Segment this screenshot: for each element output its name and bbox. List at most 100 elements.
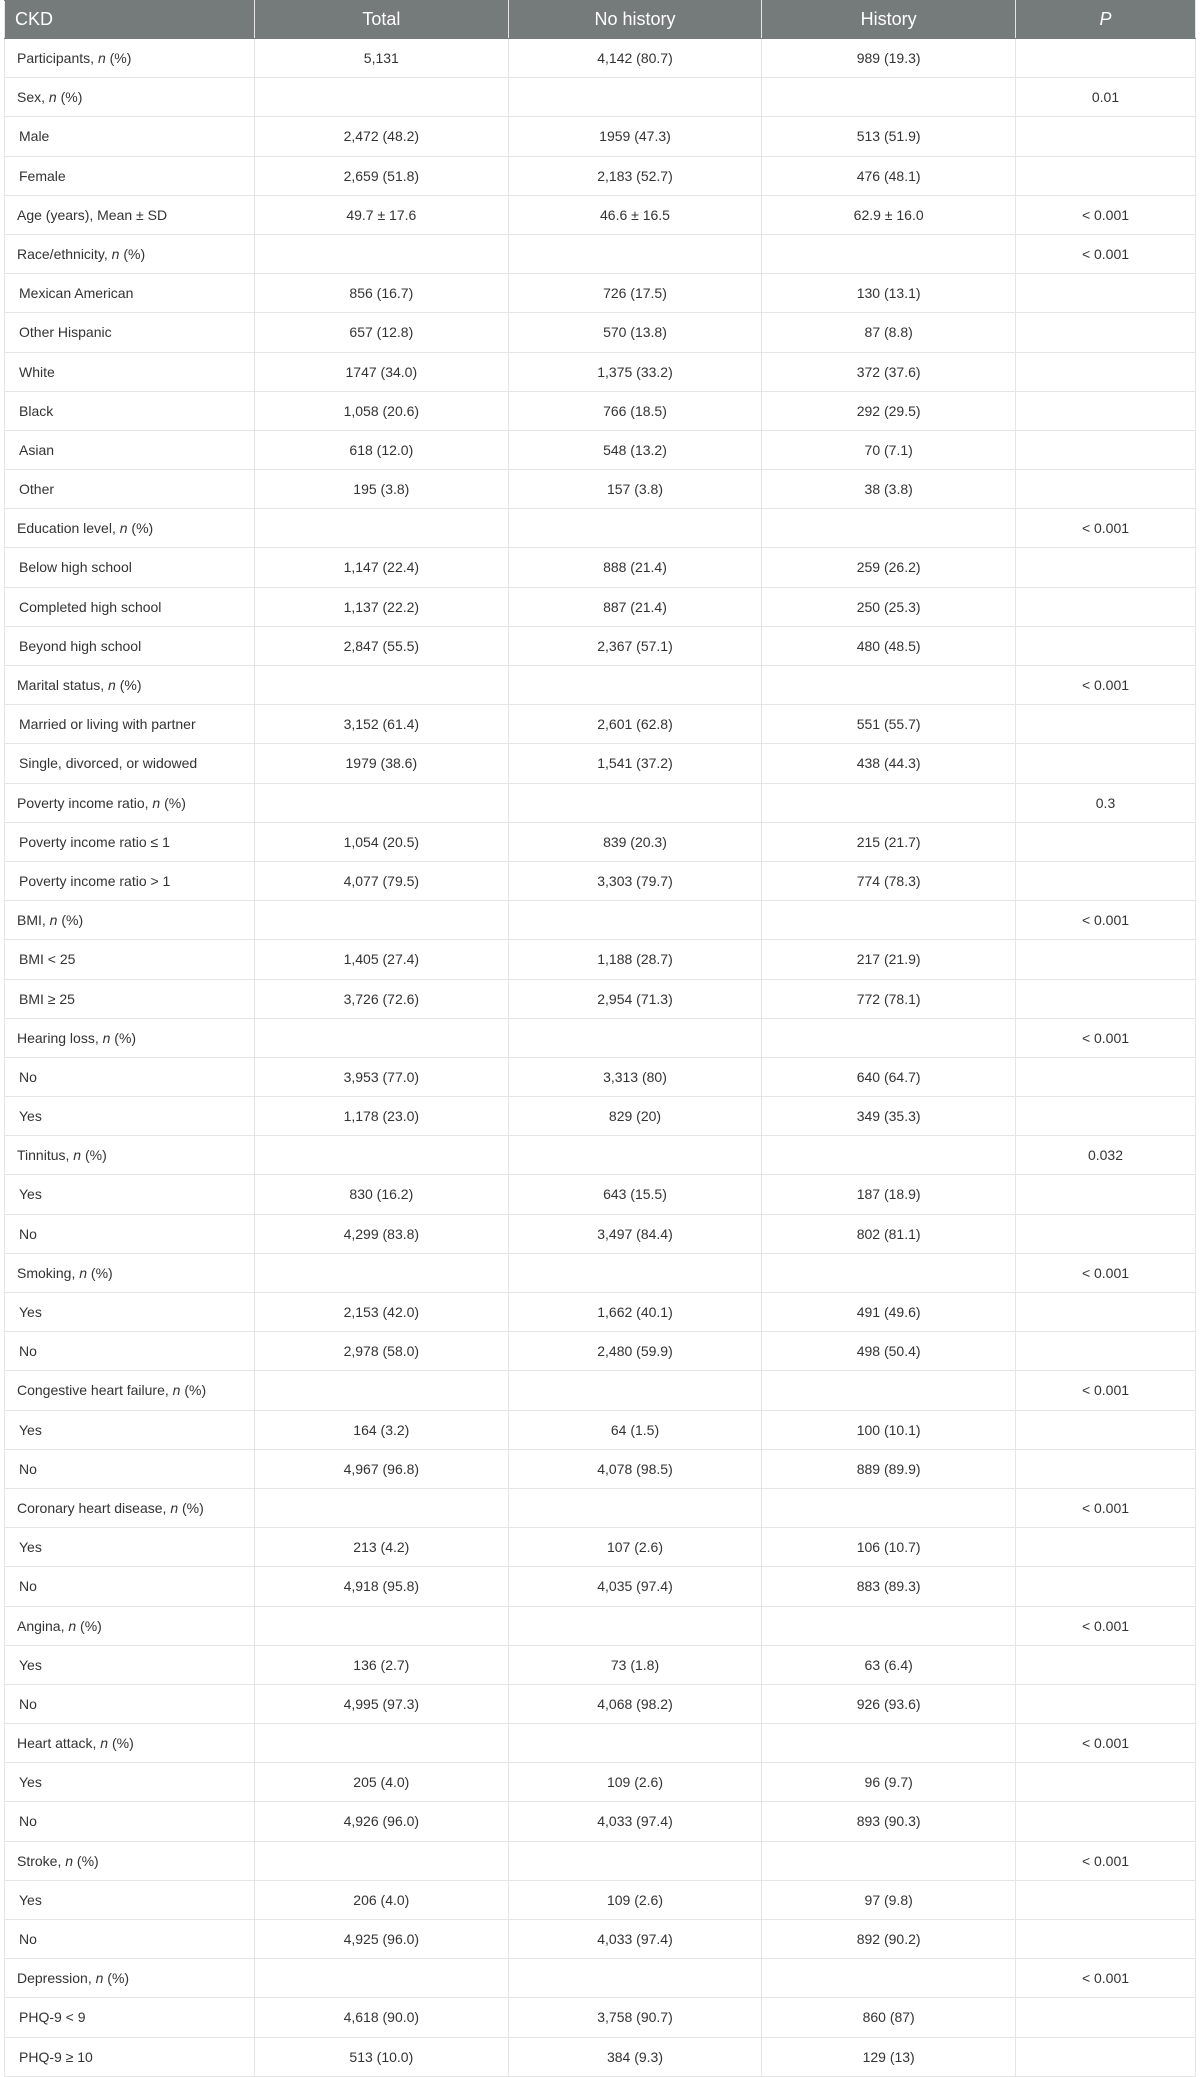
row-total: 136 (2.7) <box>255 1645 509 1684</box>
row-label: Sex, n (%) <box>5 78 255 117</box>
row-p-value <box>1016 274 1196 313</box>
row-history: 292 (29.5) <box>762 391 1016 430</box>
row-label: Angina, n (%) <box>5 1606 255 1645</box>
row-history: 97 (9.8) <box>762 1880 1016 1919</box>
row-no-history <box>508 1841 762 1880</box>
row-p-value: < 0.001 <box>1016 195 1196 234</box>
row-p-value <box>1016 940 1196 979</box>
row-p-value <box>1016 1293 1196 1332</box>
row-total: 513 (10.0) <box>255 2037 509 2076</box>
row-no-history: 46.6 ± 16.5 <box>508 195 762 234</box>
row-total: 2,847 (55.5) <box>255 626 509 665</box>
table-row: Poverty income ratio, n (%)0.3 <box>5 783 1196 822</box>
row-label: Completed high school <box>5 587 255 626</box>
row-p-value <box>1016 1332 1196 1371</box>
table-row: Race/ethnicity, n (%)< 0.001 <box>5 234 1196 273</box>
row-history <box>762 234 1016 273</box>
row-no-history <box>508 78 762 117</box>
row-history <box>762 78 1016 117</box>
row-label: Stroke, n (%) <box>5 1841 255 1880</box>
table-row: BMI, n (%)< 0.001 <box>5 901 1196 940</box>
row-p-value: < 0.001 <box>1016 1018 1196 1057</box>
row-no-history: 1,662 (40.1) <box>508 1293 762 1332</box>
row-total: 4,077 (79.5) <box>255 861 509 900</box>
row-total: 1747 (34.0) <box>255 352 509 391</box>
row-label: No <box>5 1802 255 1841</box>
row-no-history: 2,480 (59.9) <box>508 1332 762 1371</box>
row-label: Heart attack, n (%) <box>5 1724 255 1763</box>
row-no-history: 3,758 (90.7) <box>508 1998 762 2037</box>
row-no-history: 4,142 (80.7) <box>508 39 762 78</box>
row-total: 5,131 <box>255 39 509 78</box>
row-total: 1,058 (20.6) <box>255 391 509 430</box>
row-no-history <box>508 1136 762 1175</box>
row-p-value <box>1016 822 1196 861</box>
row-label: Poverty income ratio, n (%) <box>5 783 255 822</box>
row-total <box>255 1959 509 1998</box>
row-no-history: 4,033 (97.4) <box>508 1802 762 1841</box>
row-p-value <box>1016 117 1196 156</box>
row-history <box>762 1018 1016 1057</box>
row-no-history: 384 (9.3) <box>508 2037 762 2076</box>
row-total: 206 (4.0) <box>255 1880 509 1919</box>
row-p-value: < 0.001 <box>1016 1841 1196 1880</box>
table-row: Yes1,178 (23.0)829 (20)349 (35.3) <box>5 1097 1196 1136</box>
row-label: Education level, n (%) <box>5 509 255 548</box>
row-label: No <box>5 1057 255 1096</box>
row-history: 187 (18.9) <box>762 1175 1016 1214</box>
row-total: 1,178 (23.0) <box>255 1097 509 1136</box>
row-p-value: < 0.001 <box>1016 509 1196 548</box>
row-no-history <box>508 234 762 273</box>
row-total: 1979 (38.6) <box>255 744 509 783</box>
header-ckd: CKD <box>5 1 255 39</box>
table-row: BMI ≥ 253,726 (72.6)2,954 (71.3)772 (78.… <box>5 979 1196 1018</box>
row-no-history <box>508 1253 762 1292</box>
table-row: Asian618 (12.0)548 (13.2)70 (7.1) <box>5 430 1196 469</box>
row-history <box>762 509 1016 548</box>
row-total: 4,299 (83.8) <box>255 1214 509 1253</box>
row-total: 4,918 (95.8) <box>255 1567 509 1606</box>
table-row: Angina, n (%)< 0.001 <box>5 1606 1196 1645</box>
row-history: 38 (3.8) <box>762 470 1016 509</box>
table-row: No4,299 (83.8)3,497 (84.4)802 (81.1) <box>5 1214 1196 1253</box>
table-row: Mexican American856 (16.7)726 (17.5)130 … <box>5 274 1196 313</box>
row-history: 551 (55.7) <box>762 705 1016 744</box>
row-history <box>762 901 1016 940</box>
row-history: 63 (6.4) <box>762 1645 1016 1684</box>
row-label: BMI < 25 <box>5 940 255 979</box>
row-history: 87 (8.8) <box>762 313 1016 352</box>
row-total: 3,726 (72.6) <box>255 979 509 1018</box>
row-label: Yes <box>5 1528 255 1567</box>
row-p-value <box>1016 626 1196 665</box>
row-total <box>255 783 509 822</box>
row-history: 889 (89.9) <box>762 1449 1016 1488</box>
row-no-history: 107 (2.6) <box>508 1528 762 1567</box>
row-p-value: < 0.001 <box>1016 1959 1196 1998</box>
table-row: No2,978 (58.0)2,480 (59.9)498 (50.4) <box>5 1332 1196 1371</box>
row-p-value: 0.032 <box>1016 1136 1196 1175</box>
row-history: 774 (78.3) <box>762 861 1016 900</box>
row-no-history <box>508 1371 762 1410</box>
row-label: Poverty income ratio ≤ 1 <box>5 822 255 861</box>
row-p-value: < 0.001 <box>1016 666 1196 705</box>
row-p-value <box>1016 1880 1196 1919</box>
row-total <box>255 78 509 117</box>
header-total: Total <box>255 1 509 39</box>
row-p-value <box>1016 1684 1196 1723</box>
row-label: Yes <box>5 1410 255 1449</box>
row-p-value <box>1016 1449 1196 1488</box>
row-label: Yes <box>5 1293 255 1332</box>
row-p-value: < 0.001 <box>1016 1488 1196 1527</box>
row-p-value: < 0.001 <box>1016 234 1196 273</box>
row-total: 1,054 (20.5) <box>255 822 509 861</box>
row-total <box>255 509 509 548</box>
table-row: Poverty income ratio > 14,077 (79.5)3,30… <box>5 861 1196 900</box>
row-history: 476 (48.1) <box>762 156 1016 195</box>
table-row: Age (years), Mean ± SD49.7 ± 17.646.6 ± … <box>5 195 1196 234</box>
row-label: Coronary heart disease, n (%) <box>5 1488 255 1527</box>
row-total <box>255 1136 509 1175</box>
row-p-value <box>1016 1645 1196 1684</box>
row-total: 195 (3.8) <box>255 470 509 509</box>
row-total: 657 (12.8) <box>255 313 509 352</box>
row-label: Single, divorced, or widowed <box>5 744 255 783</box>
